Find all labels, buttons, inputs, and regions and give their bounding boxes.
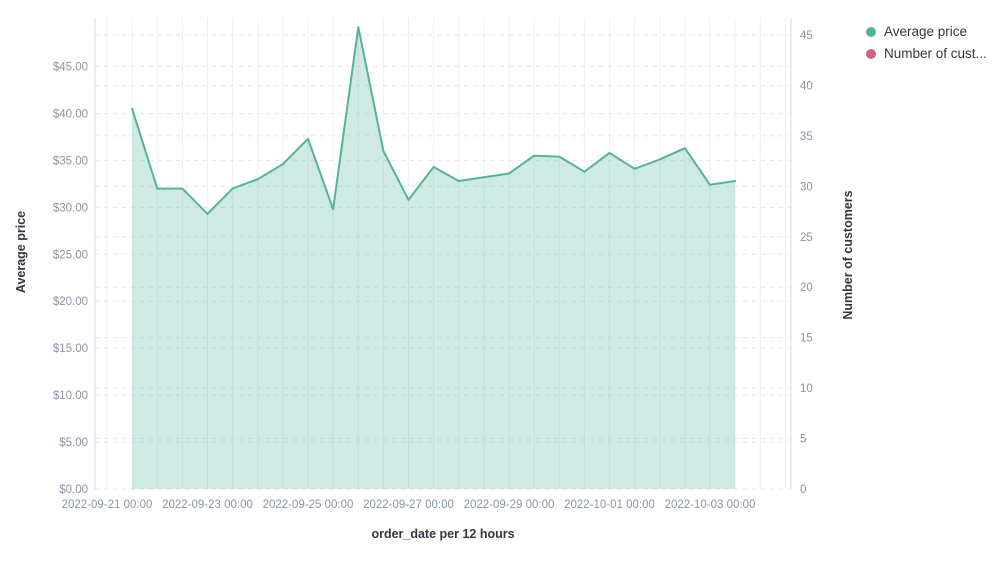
y-tick-label-left: $0.00 [59, 484, 88, 496]
y-tick-label-right: 30 [800, 181, 813, 193]
legend-item-number-of-customers[interactable]: Number of cust... [866, 46, 1006, 61]
y-tick-label-left: $10.00 [53, 390, 88, 402]
legend-label-number-of-customers: Number of cust... [884, 46, 987, 61]
x-tick-label: 2022-09-21 00:00 [62, 499, 153, 511]
average-price-line [131, 26, 737, 215]
legend-dot-average-price-icon [866, 26, 876, 37]
left-axis-title: Average price [14, 210, 28, 294]
y-tick-label-right: 25 [800, 232, 813, 244]
x-tick-label: 2022-10-03 00:00 [665, 499, 756, 511]
y-tick-label-right: 0 [800, 484, 806, 496]
y-tick-label-left: $45.00 [53, 62, 88, 74]
x-tick-label: 2022-10-01 00:00 [564, 499, 655, 511]
y-tick-label-left: $40.00 [53, 108, 88, 120]
y-tick-label-right: 15 [800, 333, 813, 345]
x-tick-label: 2022-09-27 00:00 [363, 499, 454, 511]
x-tick-label: 2022-09-25 00:00 [263, 499, 354, 511]
average-price-area [132, 27, 736, 489]
y-tick-label-left: $35.00 [53, 155, 88, 167]
right-axis-title: Number of customers [841, 190, 855, 320]
legend: Average price Number of cust... [866, 24, 1006, 61]
y-tick-label-left: $5.00 [59, 437, 88, 449]
y-tick-label-left: $20.00 [53, 296, 88, 308]
legend-item-average-price[interactable]: Average price [866, 24, 1006, 39]
y-tick-label-left: $30.00 [53, 202, 88, 214]
y-tick-label-left: $15.00 [53, 343, 88, 355]
legend-dot-number-of-customers-icon [866, 48, 876, 59]
y-tick-label-right: 35 [800, 131, 813, 143]
x-tick-label: 2022-09-29 00:00 [464, 499, 555, 511]
y-tick-label-right: 20 [800, 282, 813, 294]
legend-label-average-price: Average price [884, 24, 968, 39]
y-tick-label-right: 5 [800, 434, 806, 446]
y-tick-label-right: 40 [800, 80, 813, 92]
y-tick-label-right: 45 [800, 30, 813, 42]
y-tick-label-right: 10 [800, 383, 813, 395]
x-tick-label: 2022-09-23 00:00 [162, 499, 253, 511]
x-axis-title: order_date per 12 hours [371, 527, 515, 541]
y-tick-label-left: $25.00 [53, 249, 88, 261]
